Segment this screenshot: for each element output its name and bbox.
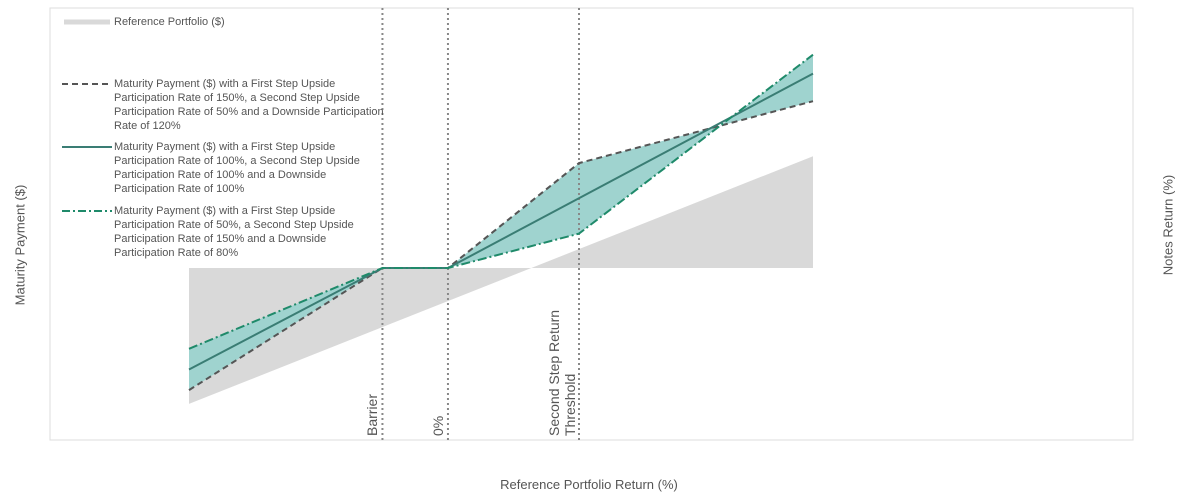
legend-label-reference-portfolio: Reference Portfolio ($) bbox=[114, 16, 225, 28]
threshold-label-line-1: Second Step Return bbox=[546, 309, 562, 436]
legend-swatch-series-1 bbox=[62, 77, 114, 91]
legend-item-reference-portfolio: Reference Portfolio ($) bbox=[62, 15, 384, 29]
payment-range-band-right bbox=[448, 54, 813, 269]
legend-label-series-3: Maturity Payment ($) with a First Step U… bbox=[114, 205, 354, 259]
reference-portfolio-area-positive bbox=[531, 156, 813, 268]
legend-label-series-1: Maturity Payment ($) with a First Step U… bbox=[114, 78, 384, 132]
legend-label-series-2: Maturity Payment ($) with a First Step U… bbox=[114, 141, 360, 195]
y-axis-title-right: Notes Return (%) bbox=[1160, 174, 1176, 276]
reference-line-label-barrier: Barrier bbox=[364, 393, 381, 436]
reference-portfolio-area-negative bbox=[189, 268, 532, 404]
legend-swatch-series-3 bbox=[62, 204, 114, 218]
reference-line-label-zero: 0% bbox=[429, 415, 446, 436]
legend-swatch-series-2 bbox=[62, 140, 114, 154]
legend-item-series-3: Maturity Payment ($) with a First Step U… bbox=[62, 204, 384, 260]
threshold-label-line-2: Threshold bbox=[562, 373, 578, 436]
y-axis-title-left: Maturity Payment ($) bbox=[12, 184, 28, 306]
series-line-3 bbox=[188, 53, 814, 350]
legend-item-series-1: Maturity Payment ($) with a First Step U… bbox=[62, 77, 384, 133]
reference-line-label-second-step-threshold: Second Step Return Threshold bbox=[546, 310, 578, 436]
x-axis-title: Reference Portfolio Return (%) bbox=[500, 477, 678, 492]
legend-item-series-2: Maturity Payment ($) with a First Step U… bbox=[62, 140, 384, 196]
legend-swatch-reference-portfolio bbox=[62, 15, 114, 29]
